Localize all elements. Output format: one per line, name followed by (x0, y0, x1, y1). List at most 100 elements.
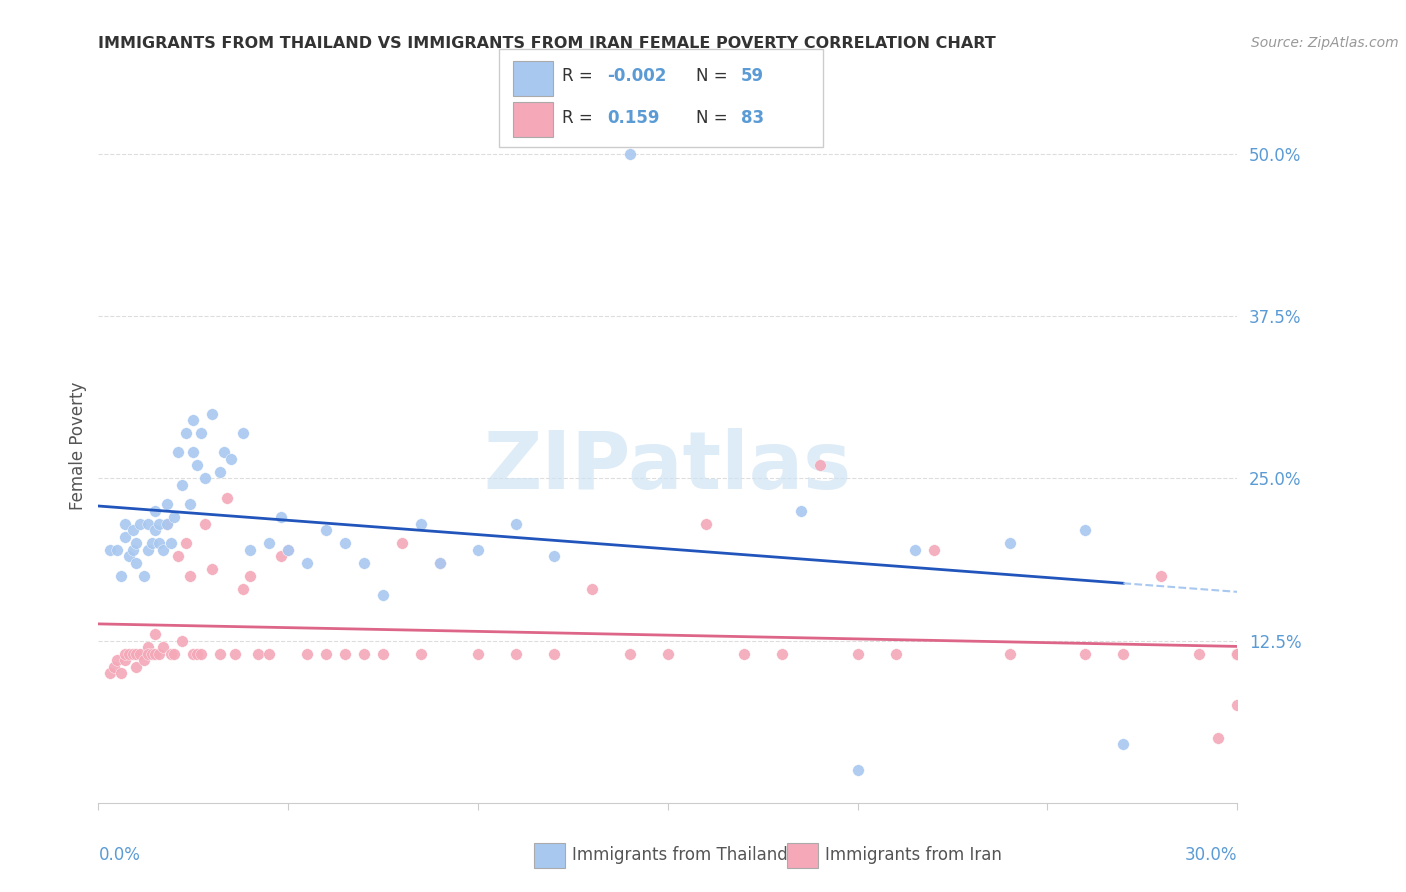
Point (315, 647, 337, 661)
Point (1226, 698, 1249, 713)
Point (98, 666, 121, 681)
Point (148, 536, 170, 550)
Point (543, 549, 565, 564)
Point (98, 542, 121, 557)
Point (467, 542, 489, 557)
Text: R =: R = (562, 67, 599, 85)
Point (467, 647, 489, 661)
Point (1226, 647, 1249, 661)
Text: Immigrants from Thailand: Immigrants from Thailand (572, 847, 787, 864)
Point (125, 536, 148, 550)
Point (183, 647, 205, 661)
Point (163, 510, 186, 524)
Point (174, 536, 197, 550)
Point (110, 666, 132, 681)
Text: N =: N = (696, 109, 733, 127)
Point (239, 542, 262, 557)
Point (1226, 647, 1249, 661)
Point (429, 556, 451, 570)
Point (581, 582, 603, 596)
Point (846, 764, 869, 778)
Point (1226, 647, 1249, 661)
Point (543, 647, 565, 661)
Point (121, 647, 143, 661)
Point (1226, 647, 1249, 661)
Point (371, 647, 394, 661)
Point (156, 497, 179, 511)
Point (114, 647, 136, 661)
Point (114, 530, 136, 544)
Point (110, 568, 132, 582)
Point (179, 568, 201, 582)
Point (1074, 647, 1097, 661)
Point (411, 647, 433, 661)
Point (194, 471, 217, 485)
Point (167, 445, 190, 459)
Point (270, 510, 292, 524)
Point (170, 478, 193, 492)
Point (145, 524, 167, 538)
Point (174, 425, 197, 440)
Point (1226, 647, 1249, 661)
Point (429, 556, 451, 570)
Point (156, 516, 179, 531)
Text: N =: N = (696, 67, 733, 85)
Point (277, 542, 299, 557)
Point (277, 542, 299, 557)
Point (167, 549, 190, 564)
Point (190, 647, 212, 661)
Point (212, 445, 235, 459)
Text: IMMIGRANTS FROM THAILAND VS IMMIGRANTS FROM IRAN FEMALE POVERTY CORRELATION CHAR: IMMIGRANTS FROM THAILAND VS IMMIGRANTS F… (98, 36, 997, 51)
Point (136, 640, 159, 654)
Point (132, 568, 155, 582)
Point (335, 647, 357, 661)
Point (1226, 647, 1249, 661)
Point (1226, 647, 1249, 661)
Point (183, 445, 205, 459)
Point (136, 542, 159, 557)
Point (1226, 647, 1249, 661)
Text: -0.002: -0.002 (607, 67, 666, 85)
Point (1112, 647, 1135, 661)
Point (270, 549, 292, 564)
Point (194, 516, 217, 531)
Point (411, 516, 433, 531)
Point (217, 491, 239, 505)
Point (239, 568, 262, 582)
Point (136, 647, 159, 661)
Point (152, 542, 174, 557)
Point (770, 647, 793, 661)
Point (121, 524, 143, 538)
Text: Immigrants from Iran: Immigrants from Iran (825, 847, 1002, 864)
Point (186, 647, 208, 661)
Point (1208, 731, 1230, 745)
Point (179, 497, 201, 511)
Text: 0.159: 0.159 (607, 109, 659, 127)
Point (208, 465, 231, 479)
Point (922, 542, 945, 557)
Point (145, 647, 167, 661)
Point (159, 647, 181, 661)
Point (159, 536, 181, 550)
Point (107, 653, 129, 667)
Point (353, 556, 375, 570)
Point (125, 659, 148, 673)
Point (790, 504, 813, 518)
Point (170, 633, 193, 648)
Point (141, 536, 163, 550)
Point (1226, 647, 1249, 661)
Point (1226, 647, 1249, 661)
Point (114, 653, 136, 667)
Point (297, 556, 319, 570)
Point (505, 516, 527, 531)
Point (156, 516, 179, 531)
Point (808, 458, 831, 473)
Text: 83: 83 (741, 109, 763, 127)
Point (125, 647, 148, 661)
Point (148, 647, 170, 661)
Point (136, 516, 159, 531)
Point (1226, 647, 1249, 661)
Point (259, 647, 281, 661)
Point (315, 524, 337, 538)
Point (125, 556, 148, 570)
